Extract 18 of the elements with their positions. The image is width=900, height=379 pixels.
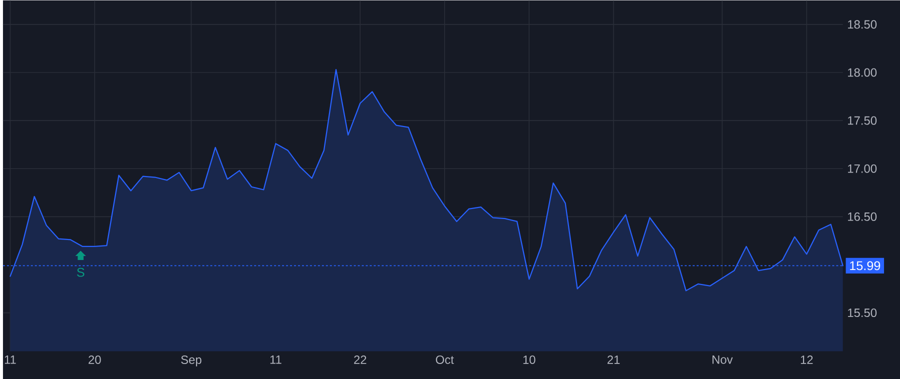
x-tick-label: 11 <box>270 355 282 364</box>
y-tick-label: 15.50 <box>848 308 877 317</box>
x-tick-label: Sep <box>181 355 202 366</box>
x-tick-label: Nov <box>712 355 733 364</box>
y-tick-label: 18.00 <box>848 68 877 77</box>
x-tick-label: 20 <box>88 355 101 364</box>
x-tick-label: 11 <box>4 355 16 364</box>
annotation: S <box>77 268 84 277</box>
y-tick-label: 17.50 <box>848 116 877 125</box>
y-tick-label: 18.50 <box>848 20 877 29</box>
ref-line-label: 15.99 <box>850 261 880 270</box>
x-tick-label: Oct <box>436 355 454 364</box>
y-tick-label: 16.50 <box>848 212 877 221</box>
x-tick-label: 22 <box>354 355 366 364</box>
x-tick-label: 10 <box>523 355 536 364</box>
y-tick-label: 17.00 <box>848 164 877 173</box>
x-tick-label: 21 <box>608 355 620 364</box>
x-tick-label: 12 <box>800 355 813 364</box>
